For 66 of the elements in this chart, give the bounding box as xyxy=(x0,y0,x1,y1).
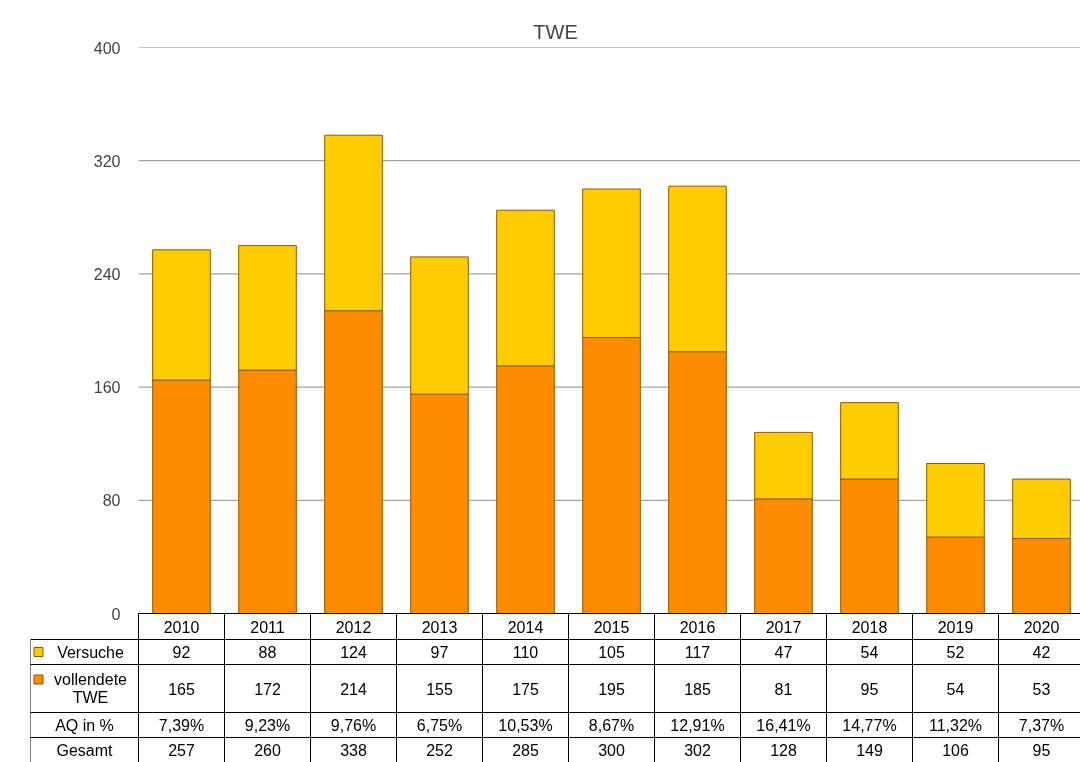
y-tick-label: 400 xyxy=(93,39,121,57)
text: 6,75% xyxy=(416,716,463,734)
text: 7,39% xyxy=(158,716,205,734)
data-label: 81 xyxy=(774,680,793,698)
text: 11,32% xyxy=(928,716,983,734)
data-label: 117 xyxy=(684,644,711,661)
data-label: 214 xyxy=(340,680,367,698)
text: 12,91% xyxy=(670,716,725,734)
text: Gesamt xyxy=(56,741,114,759)
data-label: 175 xyxy=(512,680,539,698)
text: 257 xyxy=(168,742,195,759)
x-tick-label: 2020 xyxy=(1023,618,1060,636)
y-tick-label: 0 xyxy=(111,605,121,623)
data-label: 165 xyxy=(168,680,195,698)
x-tick-label: 2016 xyxy=(679,618,716,636)
data-label: 185 xyxy=(684,680,711,698)
text: 95 xyxy=(1032,742,1051,759)
x-tick-label: 2019 xyxy=(937,618,974,636)
data-label: 95 xyxy=(860,680,879,698)
text: 285 xyxy=(512,742,539,759)
data-label: 105 xyxy=(598,644,625,661)
data-label: 53 xyxy=(1032,680,1051,698)
data-label: 42 xyxy=(1032,644,1051,661)
text: 9,76% xyxy=(330,716,377,734)
text: 106 xyxy=(942,742,969,759)
x-tick-label: 2010 xyxy=(163,618,200,636)
x-tick-label: 2017 xyxy=(765,618,802,636)
text: 300 xyxy=(598,742,625,759)
text: 338 xyxy=(340,742,367,759)
text: 16,41% xyxy=(756,716,811,734)
text: 8,67% xyxy=(588,716,635,734)
text: 128 xyxy=(770,742,797,759)
data-label: 92 xyxy=(172,644,191,661)
data-label: 47 xyxy=(774,644,793,661)
chart-title: TWE xyxy=(533,20,578,43)
y-tick-label: 240 xyxy=(93,265,121,283)
legend-label: Versuche xyxy=(57,643,124,661)
text: 14,77% xyxy=(842,716,897,734)
text: 260 xyxy=(254,742,281,759)
legend-label: vollendete TWE xyxy=(54,670,128,707)
y-tick-label: 80 xyxy=(102,492,121,510)
data-label: 155 xyxy=(426,680,453,698)
y-tick-label: 160 xyxy=(93,379,121,397)
text: 252 xyxy=(426,742,453,759)
data-label: 195 xyxy=(598,680,625,698)
x-tick-label: 2011 xyxy=(250,618,285,636)
text: 9,23% xyxy=(244,716,291,734)
text: 10,53% xyxy=(498,716,553,734)
data-label: 172 xyxy=(254,680,281,698)
data-label: 88 xyxy=(258,644,277,661)
data-label: 97 xyxy=(430,644,449,661)
x-tick-label: 2012 xyxy=(335,618,372,636)
text: AQ in % xyxy=(55,716,114,734)
data-label: 110 xyxy=(512,644,539,661)
x-tick-label: 2015 xyxy=(593,618,630,636)
x-tick-label: 2013 xyxy=(421,618,458,636)
text: 149 xyxy=(856,742,883,759)
x-tick-label: 2018 xyxy=(851,618,888,636)
data-label: 52 xyxy=(946,644,965,661)
text: 302 xyxy=(684,742,711,759)
data-label: 54 xyxy=(860,644,879,661)
x-tick-label: 2014 xyxy=(507,618,544,636)
data-label: 54 xyxy=(946,680,965,698)
data-label: 124 xyxy=(340,644,367,661)
text: 7,37% xyxy=(1018,716,1065,734)
y-tick-label: 320 xyxy=(93,152,121,170)
